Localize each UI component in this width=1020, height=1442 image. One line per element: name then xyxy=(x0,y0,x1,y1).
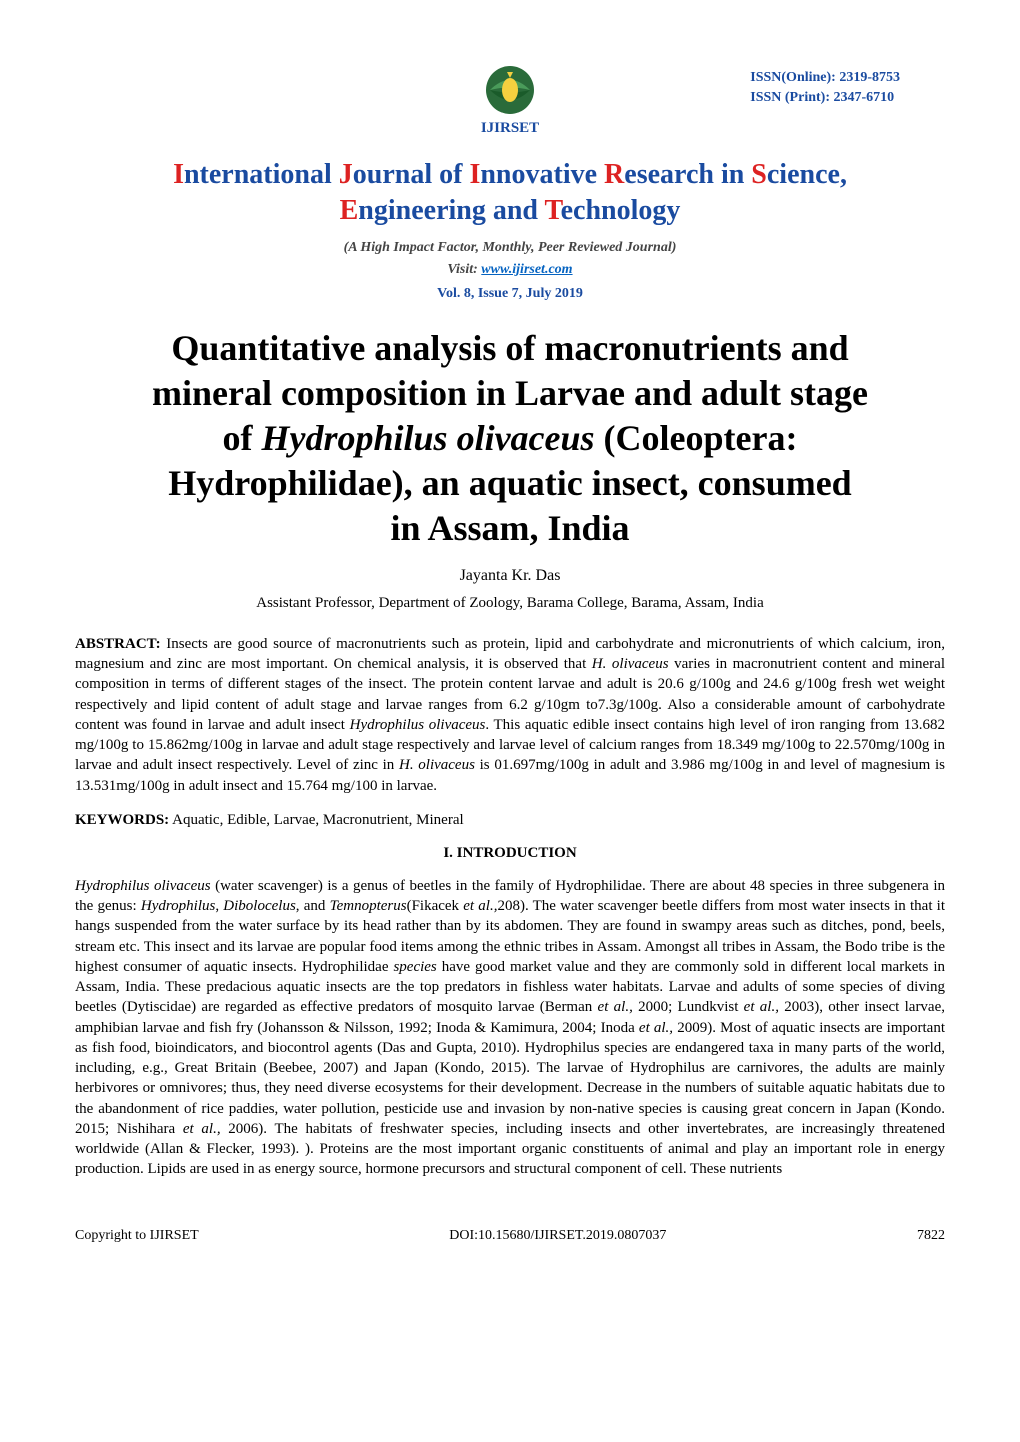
species-name: Hydrophilus olivaceus xyxy=(350,717,486,733)
italic-word: species xyxy=(393,959,436,975)
body-text: , and xyxy=(296,898,330,914)
section-heading-introduction: I. INTRODUCTION xyxy=(75,845,945,862)
citation-etal: et al., xyxy=(183,1121,221,1137)
species-name: H. olivaceus xyxy=(399,757,475,773)
journal-title: International Journal of Innovative Rese… xyxy=(75,157,945,230)
journal-title-text: ournal of xyxy=(353,159,470,190)
journal-logo: IJIRSET xyxy=(465,50,555,140)
journal-title-text: ngineering and xyxy=(358,195,544,226)
genus-name: Temnopterus xyxy=(330,898,407,914)
citation-etal: et al., xyxy=(598,999,633,1015)
svg-text:IJIRSET: IJIRSET xyxy=(481,120,539,136)
copyright-text: Copyright to IJIRSET xyxy=(75,1228,199,1244)
page-number: 7822 xyxy=(917,1228,945,1244)
genus-name: Dibolocelus xyxy=(223,898,296,914)
paper-title-line: mineral composition in Larvae and adult … xyxy=(75,371,945,416)
genus-name: Hydrophilus xyxy=(141,898,215,914)
journal-title-letter: I xyxy=(173,159,184,190)
journal-title-letter: I xyxy=(469,159,480,190)
doi-text: DOI:10.15680/IJIRSET.2019.0807037 xyxy=(449,1228,666,1244)
introduction-paragraph: Hydrophilus olivaceus (water scavenger) … xyxy=(75,876,945,1180)
author-affiliation: Assistant Professor, Department of Zoolo… xyxy=(75,595,945,612)
keywords-label: KEYWORDS: xyxy=(75,812,169,828)
keywords-text: Aquatic, Edible, Larvae, Macronutrient, … xyxy=(169,812,463,828)
volume-issue: Vol. 8, Issue 7, July 2019 xyxy=(75,286,945,302)
issn-block: ISSN(Online): 2319-8753 ISSN (Print): 23… xyxy=(750,68,900,107)
body-text: 2009). Most of aquatic insects are impor… xyxy=(75,1020,945,1137)
paper-title: Quantitative analysis of macronutrients … xyxy=(75,326,945,551)
journal-title-letter: J xyxy=(339,159,353,190)
keywords-block: KEYWORDS: Aquatic, Edible, Larvae, Macro… xyxy=(75,812,945,829)
journal-subtitle: (A High Impact Factor, Monthly, Peer Rev… xyxy=(75,240,945,256)
journal-title-text: cience, xyxy=(767,159,847,190)
paper-title-line: of Hydrophilus olivaceus (Coleoptera: xyxy=(75,416,945,461)
journal-title-text: echnology xyxy=(561,195,681,226)
journal-title-letter: E xyxy=(340,195,359,226)
journal-title-letter: S xyxy=(751,159,767,190)
abstract-label: ABSTRACT: xyxy=(75,636,161,652)
issn-online: ISSN(Online): 2319-8753 xyxy=(750,68,900,88)
abstract-block: ABSTRACT: Insects are good source of mac… xyxy=(75,634,945,796)
issn-print: ISSN (Print): 2347-6710 xyxy=(750,88,900,108)
citation-etal: et al., xyxy=(744,999,779,1015)
paper-title-line: Quantitative analysis of macronutrients … xyxy=(75,326,945,371)
paper-title-line: Hydrophilidae), an aquatic insect, consu… xyxy=(75,461,945,506)
species-name: H. olivaceus xyxy=(592,656,669,672)
visit-link[interactable]: www.ijirset.com xyxy=(481,262,572,277)
author-name: Jayanta Kr. Das xyxy=(75,567,945,585)
journal-title-letter: R xyxy=(604,159,624,190)
body-text: (Fikacek xyxy=(407,898,464,914)
visit-line: Visit: www.ijirset.com xyxy=(75,262,945,278)
citation-etal: et al., xyxy=(463,898,497,914)
visit-prefix: Visit: xyxy=(447,262,481,277)
body-text: 2000; Lundkvist xyxy=(633,999,744,1015)
journal-title-letter: T xyxy=(545,195,561,226)
page-footer: Copyright to IJIRSET DOI:10.15680/IJIRSE… xyxy=(75,1220,945,1244)
species-name: Hydrophilus olivaceus xyxy=(75,878,211,894)
journal-title-text: nternational xyxy=(184,159,339,190)
paper-title-line: in Assam, India xyxy=(75,506,945,551)
citation-etal: et al., xyxy=(639,1020,673,1036)
journal-title-text: nnovative xyxy=(480,159,604,190)
journal-title-text: esearch in xyxy=(624,159,751,190)
